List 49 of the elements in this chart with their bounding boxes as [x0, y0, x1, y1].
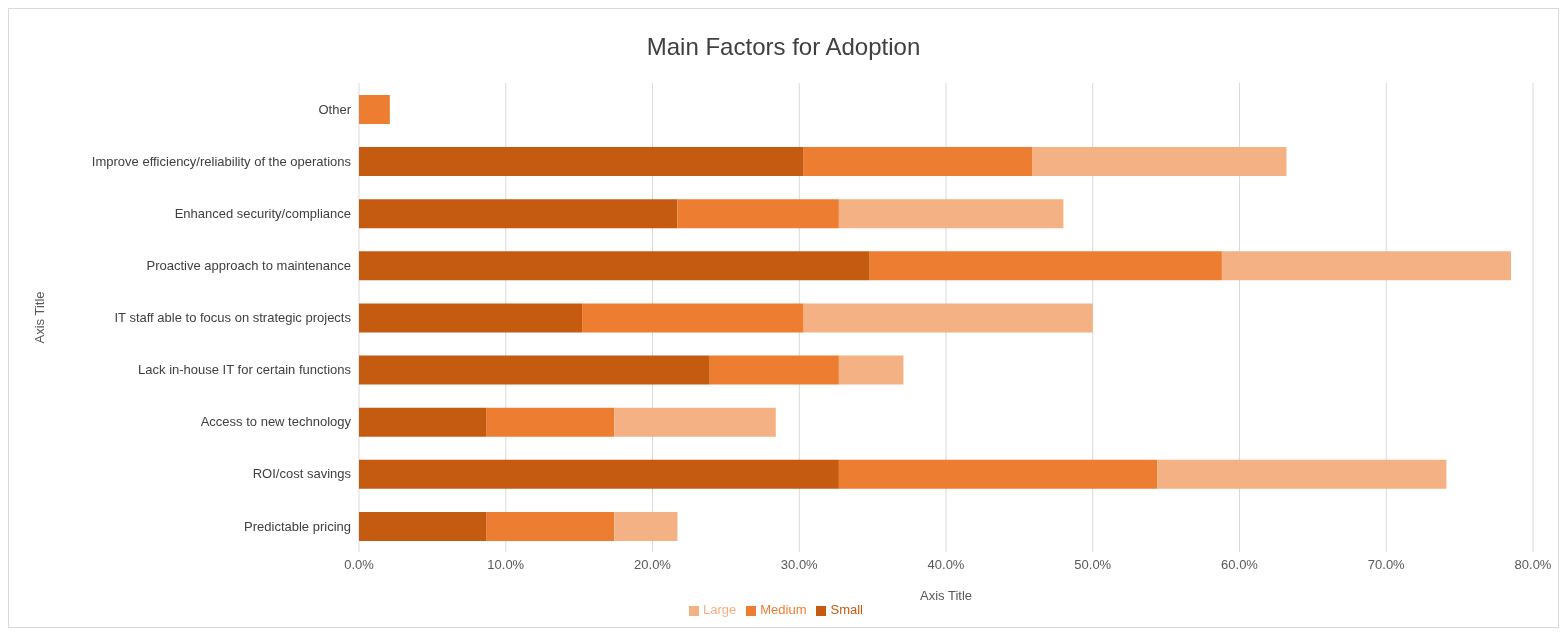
bar: [869, 251, 1222, 281]
x-tick-label: 10.0%: [487, 557, 525, 573]
bar: [359, 355, 710, 385]
bar: [359, 95, 390, 124]
y-tick-label: Improve efficiency/reliability of the operations: [91, 153, 352, 169]
x-tick-label: 40.0%: [927, 557, 965, 573]
bar: [677, 199, 839, 229]
bar: [709, 355, 839, 385]
bar: [838, 459, 1158, 489]
y-tick-label: Predictable pricing: [244, 518, 351, 534]
x-tick-label: 0.0%: [344, 557, 375, 573]
y-tick-label: Proactive approach to maintenance: [146, 258, 351, 273]
x-tick-label: 60.0%: [1221, 557, 1259, 573]
legend-label: Large: [702, 602, 737, 617]
x-tick-label: 80.0%: [1514, 557, 1552, 573]
bar: [1032, 147, 1287, 177]
bar: [359, 199, 678, 229]
y-tick-label: Other: [318, 101, 352, 117]
x-tick-label: 70.0%: [1367, 557, 1406, 573]
legend-label: Medium: [760, 602, 807, 617]
x-tick-label: 30.0%: [780, 557, 819, 573]
bar: [838, 355, 904, 385]
x-axis-title: Axis Title: [919, 588, 973, 603]
bar: [582, 303, 804, 333]
bar: [486, 407, 615, 437]
bar: [359, 459, 839, 489]
bar: [359, 511, 487, 541]
x-tick-label: 50.0%: [1074, 557, 1112, 573]
y-tick-label: Access to new technology: [200, 414, 352, 430]
chart-title: Main Factors for Adoption: [645, 32, 922, 62]
x-tick-label: 20.0%: [634, 557, 672, 573]
bar: [803, 147, 1033, 177]
y-tick-label: ROI/cost savings: [252, 466, 352, 482]
y-tick-label: Lack in-house IT for certain functions: [138, 362, 352, 378]
bar: [838, 199, 1064, 229]
y-tick-label: IT staff able to focus on strategic projects: [114, 310, 352, 326]
legend-label: Small: [830, 602, 863, 617]
bar: [803, 303, 1093, 333]
bar: [1221, 251, 1511, 281]
y-tick-label: Enhanced security/compliance: [174, 205, 351, 221]
bar: [359, 251, 870, 281]
bar: [614, 511, 678, 541]
bar: [614, 407, 776, 437]
bar: [359, 147, 804, 177]
bar: [359, 303, 583, 333]
bar: [486, 511, 615, 541]
y-axis-title: Axis Title: [31, 291, 47, 344]
bar: [359, 407, 487, 437]
bar: [1157, 459, 1447, 489]
